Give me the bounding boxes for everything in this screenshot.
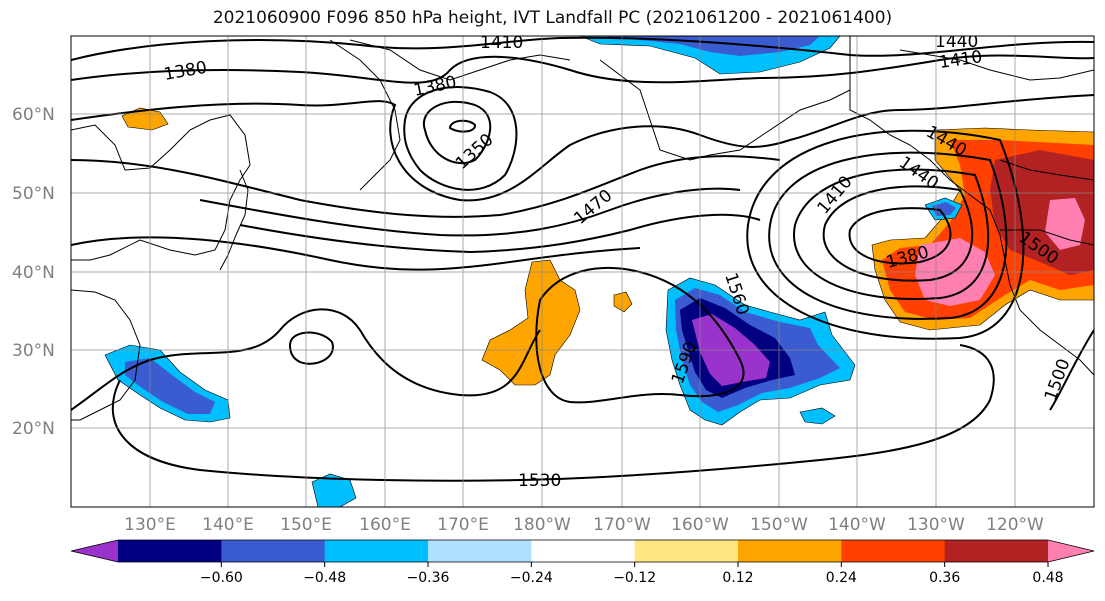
colorbar-segment: [634, 540, 739, 562]
lat-label: 50°N: [12, 184, 55, 204]
lon-label: 170°E: [437, 515, 489, 535]
negative-top-strip-core: [600, 36, 820, 56]
lon-label: 180°W: [513, 515, 571, 535]
colorbar-segment: [738, 540, 842, 562]
lat-label: 60°N: [12, 105, 55, 125]
positive-region-central: [481, 259, 581, 386]
colorbar-outline: [70, 539, 1095, 563]
positive-spot-small: [613, 291, 633, 313]
map-title: 2021060900 F096 850 hPa height, IVT Land…: [212, 8, 893, 28]
negative-spot-south: [799, 407, 836, 425]
lon-label: 160°E: [359, 515, 411, 535]
colorbar-tick-label: −0.12: [613, 570, 656, 586]
colorbar: −0.60 −0.48 −0.36 −0.24 −0.12 0.12 0.24 0.36 0.4…: [70, 539, 1095, 586]
colorbar-tick-label: 0.24: [826, 570, 857, 586]
colorbar-tick-label: 0.48: [1032, 570, 1063, 586]
colorbar-segment: [118, 540, 222, 562]
colorbar-extend-min: [71, 540, 118, 562]
latitude-labels: 60°N 50°N 40°N 30°N 20°N: [12, 105, 55, 439]
lon-label: 130°W: [907, 515, 965, 535]
lat-label: 40°N: [12, 263, 55, 283]
lon-label: 130°E: [124, 515, 176, 535]
colorbar-segment: [944, 540, 1049, 562]
colorbar-segment: [531, 540, 636, 562]
lon-label: 150°E: [280, 515, 332, 535]
contour-label: 1530: [518, 471, 561, 491]
colorbar-tick-label: −0.36: [407, 570, 450, 586]
colorbar-extend-max: [1048, 540, 1094, 562]
negative-spot-southwest: [311, 473, 357, 507]
colorbar-segment: [841, 540, 946, 562]
colorbar-segment: [221, 540, 326, 562]
colorbar-tick-label: 0.36: [929, 570, 960, 586]
lon-label: 140°W: [828, 515, 886, 535]
lon-label: 150°W: [750, 515, 808, 535]
map-frame: [70, 35, 1095, 508]
map-panel: 1410 1440 1410 1380 1380 1350 1470 1440 …: [70, 32, 1095, 508]
lon-label: 160°W: [671, 515, 729, 535]
colorbar-tick-label: −0.48: [303, 570, 346, 586]
colorbar-segment: [428, 540, 532, 562]
lat-label: 30°N: [12, 341, 55, 361]
contour-label: 1410: [480, 33, 523, 53]
coastlines: [71, 36, 1094, 421]
contour-label: 1440: [935, 32, 978, 52]
colorbar-tick-label: −0.60: [200, 570, 243, 586]
lat-label: 20°N: [12, 419, 55, 439]
colorbar-tick-label: −0.24: [510, 570, 553, 586]
lon-label: 140°E: [202, 515, 254, 535]
colorbar-tick-label: 0.12: [722, 570, 753, 586]
lon-label: 170°W: [593, 515, 651, 535]
small-negative-spot-core: [932, 202, 956, 216]
peak-region-east: [1045, 198, 1085, 250]
lon-label: 120°W: [986, 515, 1044, 535]
colorbar-segment: [324, 540, 429, 562]
negative-region-west-core: [125, 358, 215, 414]
longitude-labels: 130°E 140°E 150°E 160°E 170°E 180°W 170°…: [124, 515, 1044, 535]
gridlines: [71, 36, 1094, 507]
